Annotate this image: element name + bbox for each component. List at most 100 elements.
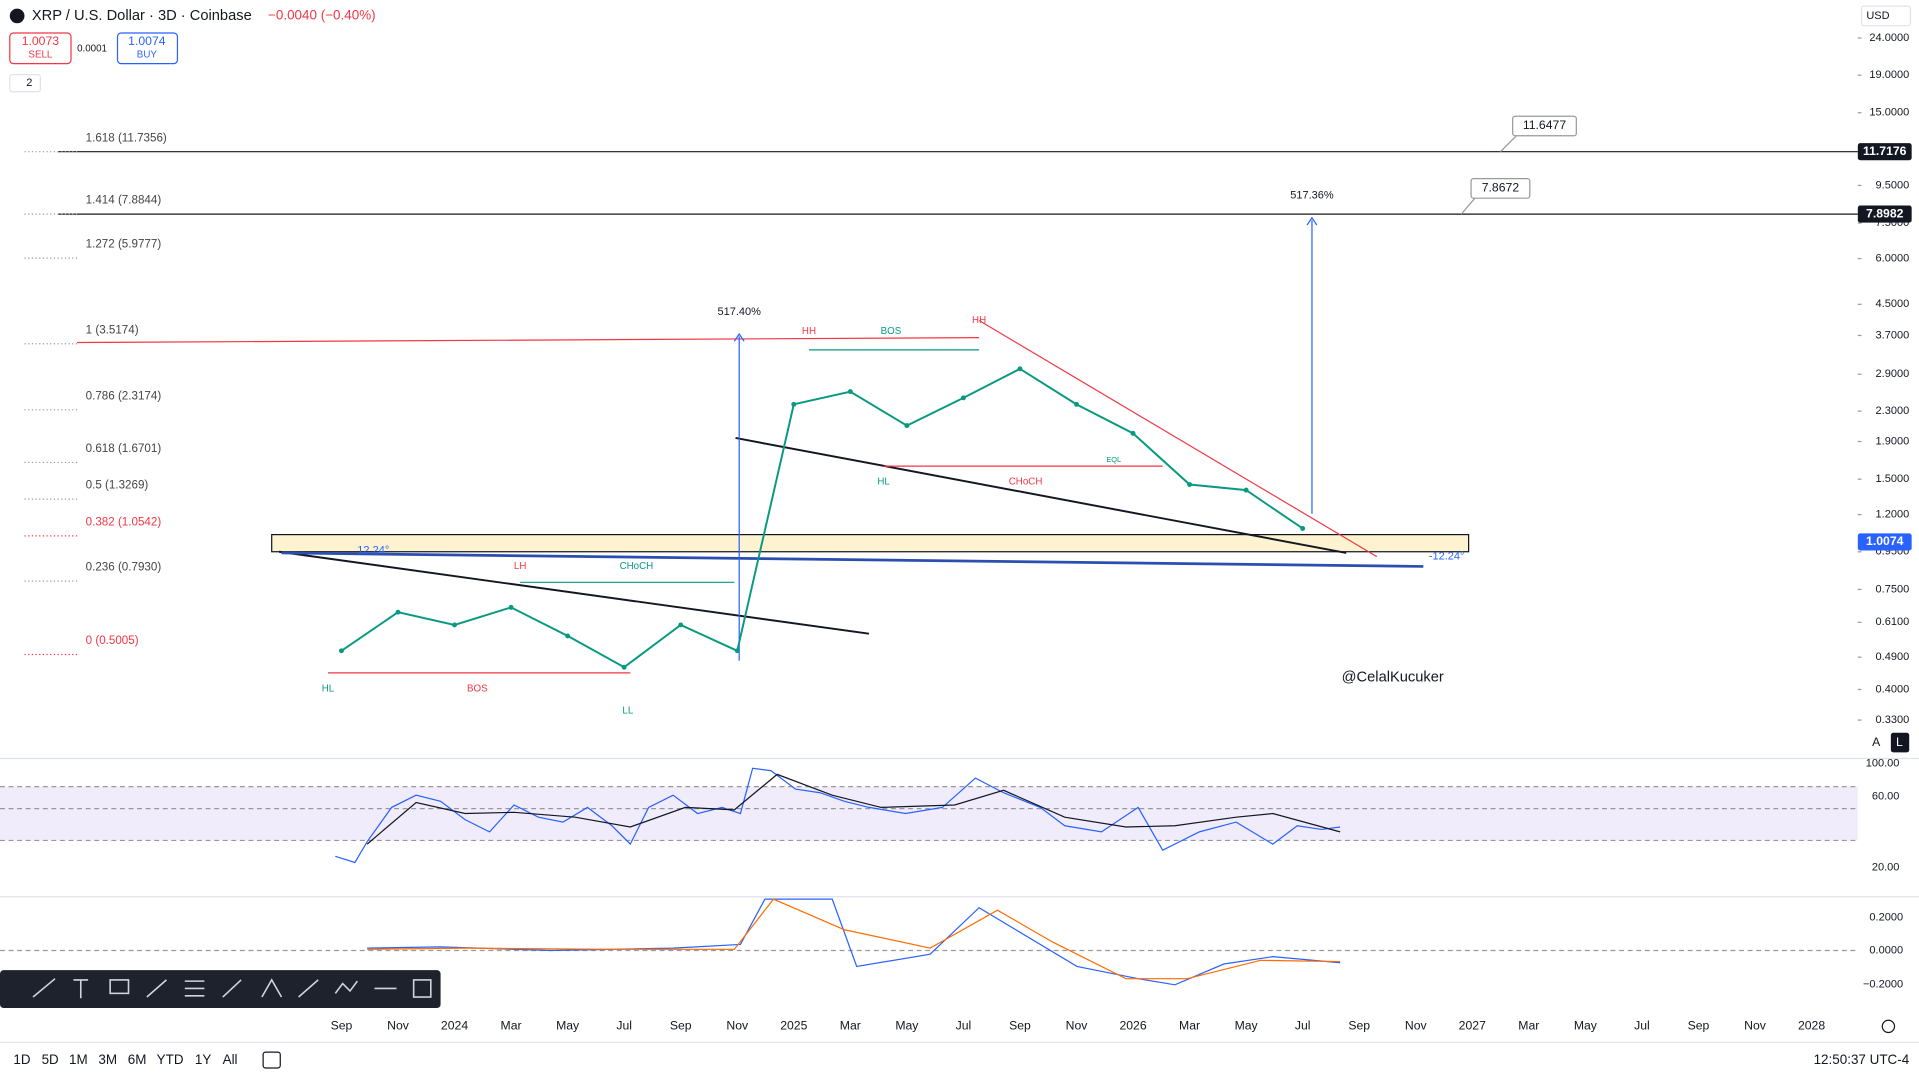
x-tick-label: Jul <box>616 1019 632 1033</box>
currency-button[interactable] <box>1860 5 1912 27</box>
tool-icon[interactable] <box>109 979 130 995</box>
range-button[interactable]: 1D <box>13 1052 30 1067</box>
fib-line <box>77 337 980 344</box>
price-point <box>452 622 457 628</box>
date-range-icon[interactable] <box>262 1051 281 1069</box>
level-marker-text: 11.7176 <box>1863 144 1907 158</box>
tool-icon[interactable] <box>298 979 319 998</box>
x-tick-label: Mar <box>1179 1019 1200 1033</box>
fib-label: 1 (3.5174) <box>86 323 139 336</box>
choch-label: CHoCH <box>620 561 654 572</box>
angle-line <box>281 551 1424 568</box>
bos-label: BOS <box>467 683 488 694</box>
x-tick-label: May <box>1235 1019 1259 1033</box>
tool-icon[interactable] <box>184 980 205 997</box>
trendline <box>278 550 870 635</box>
x-tick-label: Sep <box>331 1019 353 1033</box>
y-tick-label: 0.7500 <box>1876 583 1910 595</box>
x-tick-label: May <box>1574 1019 1598 1033</box>
y-tick-label: 1.9000 <box>1876 435 1910 447</box>
price-point <box>847 389 853 395</box>
tool-icon[interactable] <box>261 978 283 998</box>
indicators-toggle[interactable] <box>9 74 41 93</box>
fib-stubs <box>24 151 78 656</box>
buy-button[interactable] <box>116 32 179 65</box>
y-tick-label: 6.0000 <box>1876 252 1910 264</box>
price-point <box>395 609 401 615</box>
range-button[interactable]: 1M <box>69 1052 88 1067</box>
range-button[interactable]: All <box>223 1052 238 1067</box>
symbol-icon <box>9 8 25 24</box>
fib-label: 1.618 (11.7356) <box>86 131 167 144</box>
arrow-head <box>733 332 745 342</box>
callout <box>1512 115 1577 137</box>
trendline <box>735 436 1347 554</box>
range-button[interactable]: 5D <box>42 1052 59 1067</box>
x-tick-label: Sep <box>1348 1019 1370 1033</box>
range-button[interactable]: YTD <box>157 1052 184 1067</box>
x-tick-label: Jul <box>1295 1019 1311 1033</box>
fib-label: 0.236 (0.7930) <box>86 561 162 574</box>
price-point <box>621 664 627 670</box>
hh-label: HH <box>802 326 816 337</box>
tool-icon[interactable] <box>412 979 432 998</box>
signal-line <box>367 898 1341 980</box>
tool-icon[interactable] <box>32 978 56 998</box>
range-button[interactable]: 6M <box>128 1052 147 1067</box>
fib-label: 0 (0.5005) <box>86 634 139 647</box>
price-point <box>1187 482 1193 487</box>
macd-tick-label: 0.0000 <box>1869 944 1903 956</box>
price-point <box>1300 526 1306 531</box>
macd-line <box>367 898 1341 986</box>
author: @CelalKucuker <box>1342 670 1444 686</box>
x-tick-label: Jul <box>1634 1019 1650 1033</box>
price-marker <box>1857 533 1912 551</box>
price-point <box>960 395 966 401</box>
range-button[interactable]: 3M <box>98 1052 117 1067</box>
x-tick-label: Nov <box>726 1019 749 1033</box>
x-tick-label: Nov <box>1066 1019 1089 1033</box>
x-tick-label: Mar <box>840 1019 861 1033</box>
sell-label: SELL <box>28 50 52 61</box>
lh-label: LH <box>514 561 526 572</box>
callout <box>1470 177 1531 199</box>
tool-icon[interactable] <box>222 979 242 998</box>
x-tick-label: Nov <box>387 1019 410 1033</box>
price-point <box>565 633 571 639</box>
y-tick-label: 0.9500 <box>1876 546 1910 558</box>
x-tick-label: May <box>556 1019 580 1033</box>
macd-tick-label: 0.2000 <box>1869 911 1903 923</box>
price-point <box>791 401 797 407</box>
settings-icon[interactable] <box>1881 1019 1896 1034</box>
x-tick-label: 2026 <box>1119 1019 1146 1033</box>
auto-scale[interactable]: A <box>1872 735 1881 749</box>
rsi-band <box>0 786 1858 841</box>
rsi-levels <box>0 786 1858 842</box>
x-tick-label: Nov <box>1405 1019 1428 1033</box>
symbol-title: XRP / U.S. Dollar · 3D · Coinbase <box>32 8 252 24</box>
y-tick-label: 1.2000 <box>1876 509 1910 521</box>
range-button[interactable]: 1Y <box>195 1052 211 1067</box>
price-point <box>678 622 684 628</box>
price-point <box>1074 401 1079 407</box>
resistance-line <box>978 319 1378 558</box>
buy-label: BUY <box>137 50 158 61</box>
price-point <box>1130 430 1136 436</box>
y-tick-label: 0.4900 <box>1876 651 1910 663</box>
tool-icon[interactable] <box>73 979 89 999</box>
x-tick-label: 2027 <box>1459 1019 1486 1033</box>
y-tick-label: 2.9000 <box>1876 368 1910 380</box>
callout-pointer <box>1500 134 1519 153</box>
macd-tick-label: −0.2000 <box>1863 979 1903 991</box>
y-tick-label: 2.3000 <box>1876 405 1910 417</box>
log-button[interactable] <box>1890 732 1910 753</box>
callout-text: 7.8672 <box>1482 181 1520 195</box>
sell-button[interactable] <box>9 32 72 65</box>
toolbar-icons <box>32 978 432 999</box>
tool-icon[interactable] <box>334 980 359 994</box>
tool-icon[interactable] <box>146 979 167 998</box>
level-marker-text: 7.8982 <box>1866 206 1904 220</box>
y-tick-label: 9.5000 <box>1876 179 1910 191</box>
fib-label: 1.414 (7.8844) <box>86 194 162 207</box>
